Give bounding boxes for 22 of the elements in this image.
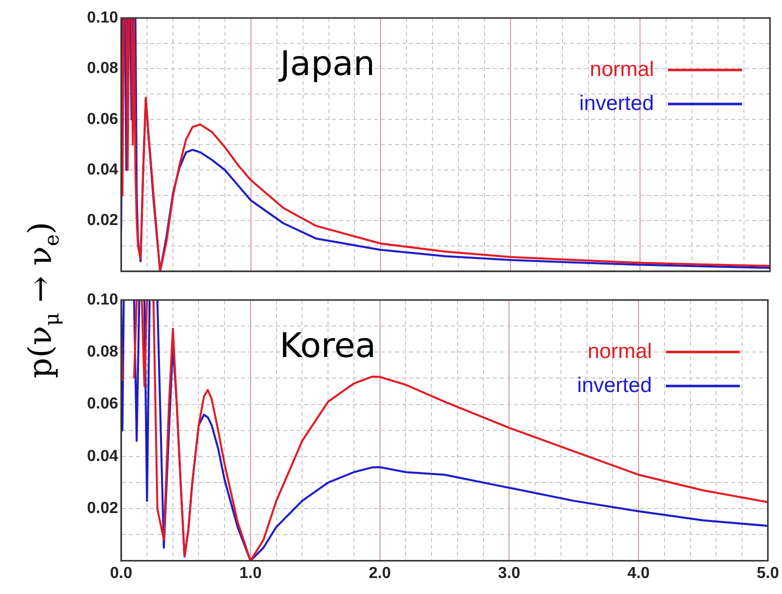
y-tick-label: 0.06 — [87, 110, 118, 128]
legend-label: inverted — [577, 374, 652, 397]
x-tick-label: 0.0 — [110, 564, 132, 582]
y-tick-label: 0.06 — [87, 396, 118, 413]
legend-label: normal — [590, 58, 654, 81]
annotation: Japan — [278, 44, 375, 84]
y-tick-label: 0.08 — [87, 60, 118, 78]
y-tick-label: 0.10 — [87, 9, 118, 26]
y-tick-label: 0.02 — [87, 500, 118, 518]
x-tick-label: 3.0 — [498, 564, 520, 582]
y-tick-label: 0.04 — [87, 161, 118, 178]
legend-label: normal — [588, 340, 652, 363]
x-tick-label: 2.0 — [368, 564, 392, 582]
x-tick-label: 4.0 — [627, 564, 650, 582]
y-tick-label: 0.04 — [87, 448, 118, 465]
x-tick-label: 1.0 — [239, 564, 262, 582]
y-tick-label: 0.08 — [87, 344, 118, 361]
y-tick-label: 0.02 — [87, 212, 118, 230]
annotation: Korea — [280, 326, 376, 366]
x-tick-label: 5.0 — [756, 564, 780, 582]
legend-label: inverted — [579, 92, 654, 115]
y-tick-label: 0.10 — [87, 291, 118, 308]
